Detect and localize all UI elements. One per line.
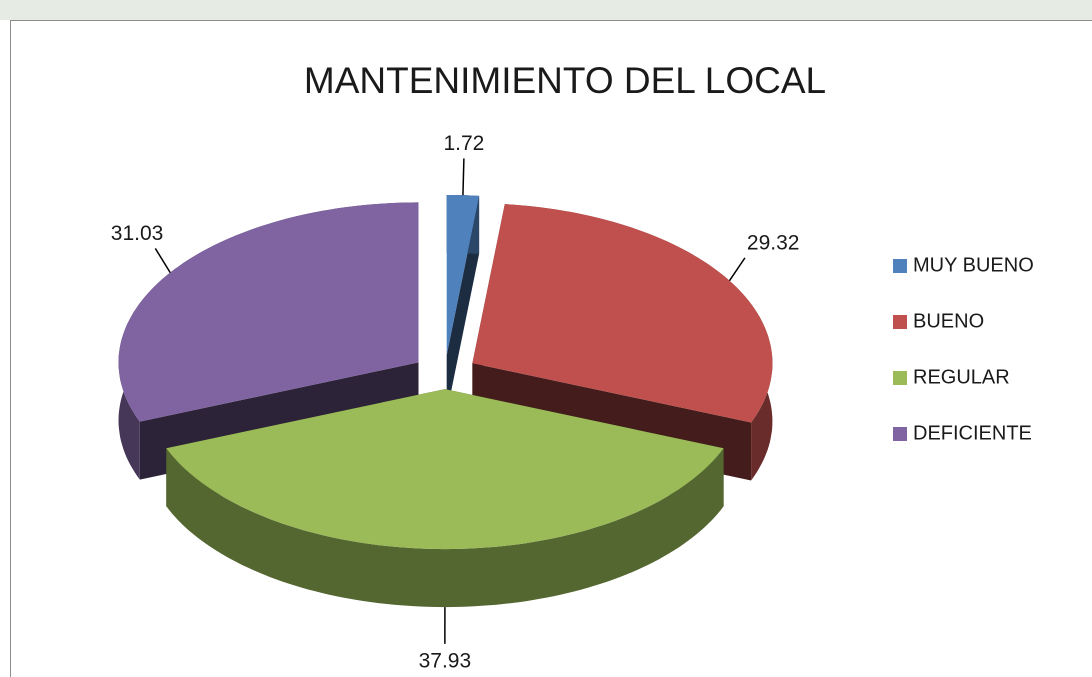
value-label: 1.72 bbox=[443, 132, 484, 155]
value-label: 29.32 bbox=[747, 231, 800, 254]
slice bbox=[446, 195, 480, 355]
slice bbox=[166, 389, 724, 550]
legend-swatch bbox=[893, 371, 907, 385]
value-label: 31.03 bbox=[111, 222, 164, 245]
slice bbox=[118, 202, 419, 422]
value-label: 37.93 bbox=[419, 649, 472, 672]
legend-text: MUY BUENO bbox=[913, 254, 1034, 276]
leader-line bbox=[462, 158, 465, 196]
legend-swatch bbox=[893, 427, 907, 441]
slice bbox=[472, 204, 773, 423]
leader-line bbox=[728, 257, 746, 282]
legend-swatch bbox=[893, 259, 907, 273]
legend-text: REGULAR bbox=[913, 366, 1010, 388]
leader-line bbox=[154, 248, 171, 274]
background-strip bbox=[0, 0, 1092, 20]
legend-text: DEFICIENTE bbox=[913, 422, 1032, 444]
legend-text: BUENO bbox=[913, 310, 984, 332]
legend-swatch bbox=[893, 315, 907, 329]
slice-wall bbox=[166, 448, 724, 608]
chart-title: MANTENIMIENTO DEL LOCAL bbox=[304, 60, 826, 101]
